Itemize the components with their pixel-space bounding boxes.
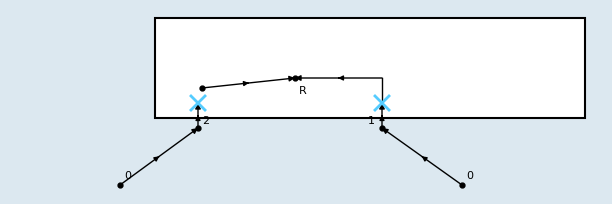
Bar	[155, 18, 585, 118]
Text: 2: 2	[202, 116, 209, 126]
Text: 0: 0	[466, 171, 473, 181]
Text: 1: 1	[368, 116, 375, 126]
Text: 0: 0	[124, 171, 131, 181]
Text: R: R	[299, 86, 307, 96]
